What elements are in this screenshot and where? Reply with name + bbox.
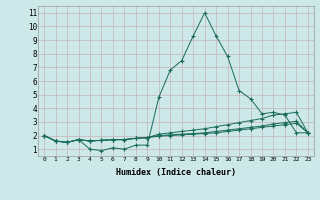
X-axis label: Humidex (Indice chaleur): Humidex (Indice chaleur)	[116, 168, 236, 177]
